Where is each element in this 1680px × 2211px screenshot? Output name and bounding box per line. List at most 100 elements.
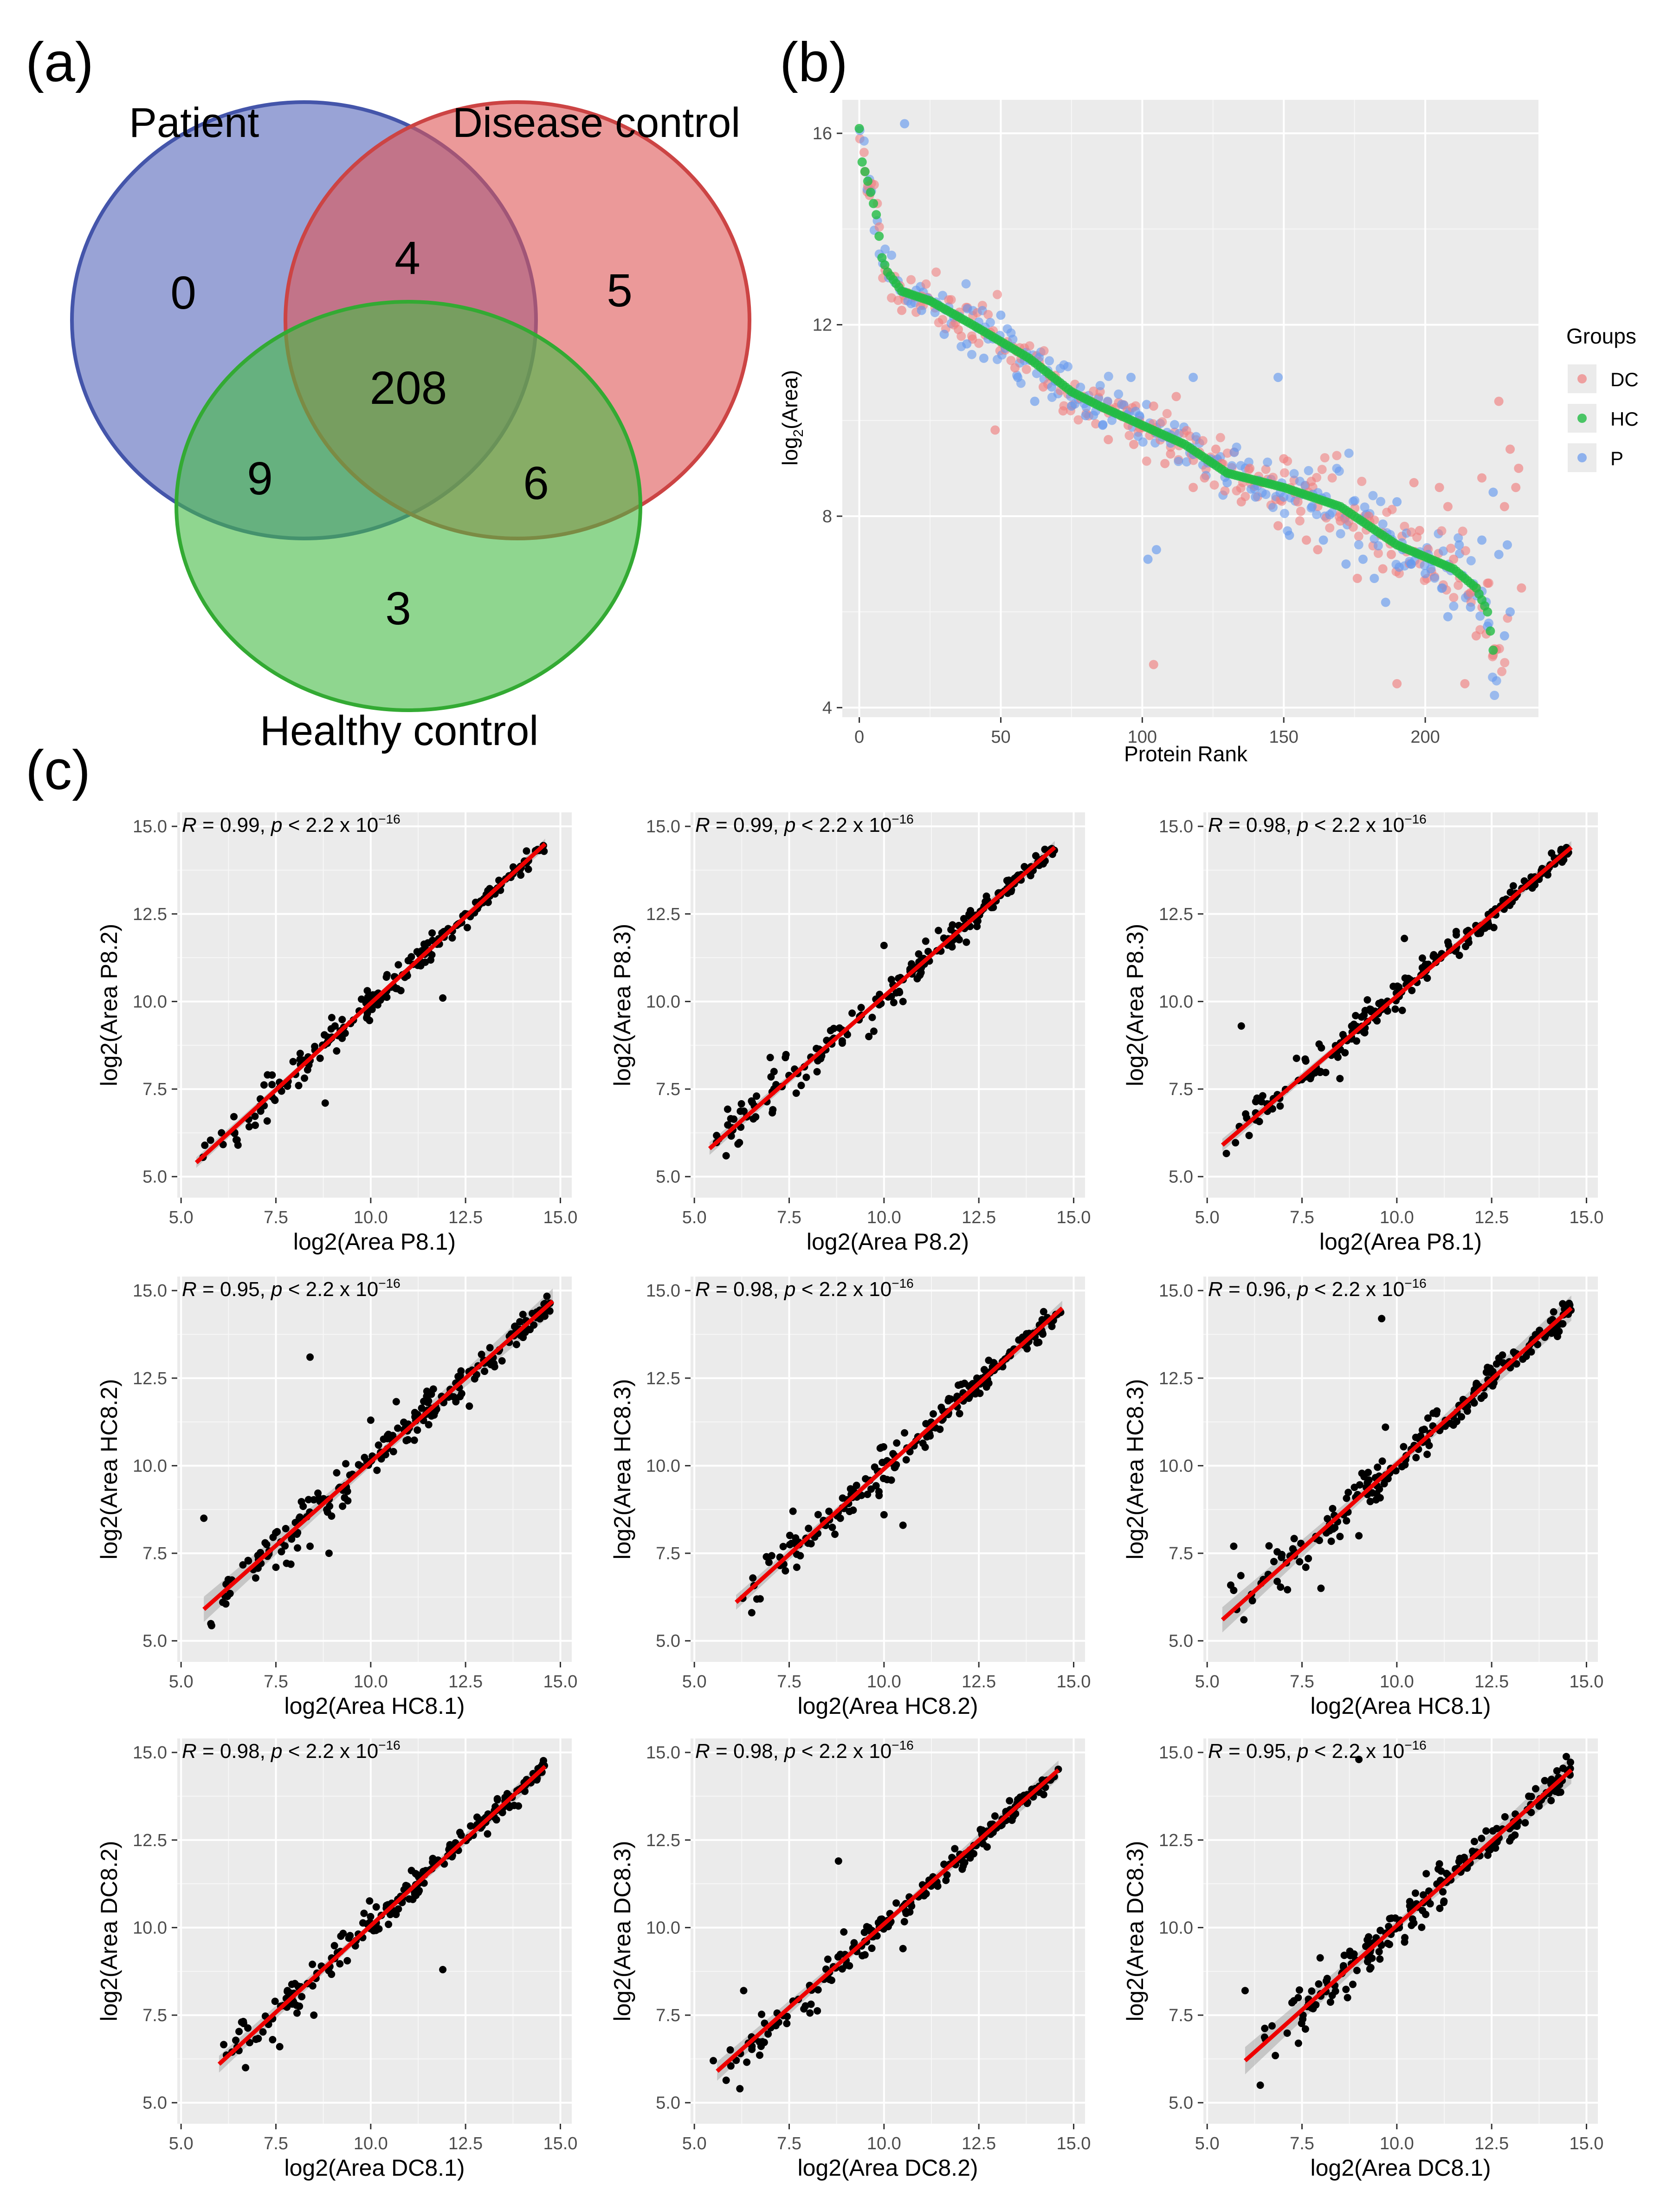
scatter-point	[1329, 1504, 1337, 1512]
scatter-y-tick-label: 12.5	[1159, 1369, 1193, 1388]
scatter-y-tick-label: 15.0	[1159, 1743, 1193, 1763]
rank-point-dc	[1171, 392, 1181, 402]
rank-point-p	[1443, 612, 1453, 622]
scatter-point	[902, 1907, 910, 1915]
rank-point-p	[961, 279, 971, 289]
scatter-point-outlier	[268, 1071, 276, 1079]
rank-point-p	[1449, 601, 1459, 611]
annotation-r-value: 0.99	[220, 814, 260, 836]
rank-point-dc	[1348, 522, 1358, 532]
scatter-xlabel: log2(Area HC8.2)	[797, 1693, 978, 1719]
scatter-point	[385, 1920, 393, 1928]
scatter-point	[1277, 1583, 1285, 1591]
rank-point-dc	[859, 148, 869, 157]
rank-point-p	[1047, 382, 1057, 392]
scatter-point	[1375, 1948, 1383, 1956]
scatter-x-tick-label: 5.0	[1195, 1208, 1220, 1227]
scatter-y-tick-label: 5.0	[1169, 1167, 1193, 1187]
scatter-x-tick-label: 5.0	[1195, 2134, 1220, 2153]
scatter-fit-line	[735, 1306, 1064, 1604]
scatter-point	[512, 1341, 520, 1349]
scatter-point	[1261, 2024, 1269, 2032]
scatter-point	[722, 1152, 730, 1160]
rank-point-dc	[1477, 473, 1487, 483]
rank-panel-bg	[842, 100, 1538, 717]
scatter-point	[1357, 1013, 1365, 1021]
scatter-point	[457, 1831, 465, 1839]
annotation-r-symbol: R	[1208, 1278, 1223, 1301]
venn-count-disease-healthy: 6	[523, 457, 549, 509]
scatter-point	[1550, 1308, 1557, 1316]
scatter-point	[793, 1550, 801, 1558]
scatter-y-tick-label: 15.0	[133, 1281, 167, 1301]
scatter-point	[252, 2036, 260, 2043]
rank-point-hc	[869, 199, 879, 208]
scatter-fit-line	[1221, 846, 1573, 1147]
annotation-sep: ,	[1286, 1278, 1297, 1301]
scatter-x-tick-label: 10.0	[867, 1208, 901, 1227]
scatter-annotation: R = 0.98, p < 2.2 x 10−16	[695, 1276, 914, 1301]
rank-point-p	[1344, 448, 1354, 458]
scatter-point	[1501, 1813, 1509, 1821]
scatter-point	[1032, 852, 1040, 860]
scatter-panel: 5.0 5.0 7.5 7.5 10.0 10.0 12.5 12.5 15.0 15.0 R = …	[1122, 1738, 1603, 2181]
rank-point-p	[1354, 540, 1363, 550]
venn-count-patient-healthy: 9	[247, 453, 273, 505]
scatter-point	[1482, 1827, 1490, 1835]
rank-point-p	[962, 339, 972, 349]
rank-y-tick-label: 12	[813, 316, 832, 335]
scatter-x-tick-label: 10.0	[1380, 2134, 1414, 2153]
scatter-point	[901, 1429, 909, 1437]
scatter-point	[389, 1448, 397, 1456]
rank-point-p	[1392, 497, 1402, 507]
scatter-point	[944, 1397, 952, 1405]
scatter-point	[1242, 1110, 1250, 1118]
rank-point-dc	[1494, 396, 1504, 406]
scatter-point	[890, 999, 898, 1006]
scatter-point	[1333, 1050, 1341, 1058]
annotation-r-prefix: =	[1223, 1740, 1246, 1763]
scatter-point	[218, 1129, 226, 1137]
rank-point-p	[1381, 597, 1390, 607]
scatter-point	[1490, 924, 1498, 932]
scatter-fit-line	[202, 1299, 555, 1611]
annotation-p-exponent: −16	[1404, 1276, 1427, 1290]
rank-point-dc	[1157, 417, 1167, 427]
rank-point-dc	[1325, 523, 1335, 533]
scatter-fit-line	[194, 842, 547, 1164]
scatter-point	[269, 2036, 277, 2043]
scatter-point	[779, 1543, 787, 1550]
rank-point-p	[1466, 602, 1475, 612]
scatter-point	[278, 1548, 285, 1556]
annotation-p-value: < 2.2 x 10	[796, 1740, 892, 1763]
scatter-point	[953, 1392, 961, 1400]
scatter-point	[493, 1796, 501, 1804]
scatter-point	[800, 2005, 808, 2013]
scatter-x-tick-label: 5.0	[1195, 1672, 1220, 1692]
rank-point-p	[1312, 510, 1322, 519]
rank-point-dc	[1378, 564, 1388, 574]
scatter-point	[756, 2051, 763, 2059]
scatter-y-tick-label: 10.0	[646, 1456, 680, 1476]
scatter-x-tick-label: 7.5	[1290, 2134, 1314, 2153]
scatter-annotation: R = 0.95, p < 2.2 x 10−16	[1208, 1738, 1427, 1763]
scatter-point	[405, 1895, 413, 1903]
scatter-point-outlier	[782, 1567, 789, 1575]
rank-point-p	[1368, 491, 1378, 500]
scatter-point	[1339, 1031, 1347, 1038]
scatter-point	[883, 1476, 891, 1484]
scatter-point-outlier	[465, 1402, 473, 1410]
rank-point-p	[1126, 372, 1136, 382]
rank-point-dc	[1058, 406, 1068, 416]
scatter-annotation: R = 0.98, p < 2.2 x 10−16	[1208, 812, 1427, 836]
scatter-y-tick-label: 12.5	[133, 1831, 167, 1850]
scatter-x-tick-label: 5.0	[169, 2134, 194, 2153]
scatter-point	[230, 1113, 238, 1121]
scatter-point	[743, 2058, 751, 2066]
scatter-point	[1276, 1102, 1284, 1110]
scatter-point	[1033, 1339, 1041, 1347]
scatter-point	[1350, 1950, 1358, 1958]
scatter-point	[407, 1867, 415, 1874]
rank-point-dc	[1446, 544, 1456, 553]
scatter-point	[1527, 1809, 1535, 1816]
